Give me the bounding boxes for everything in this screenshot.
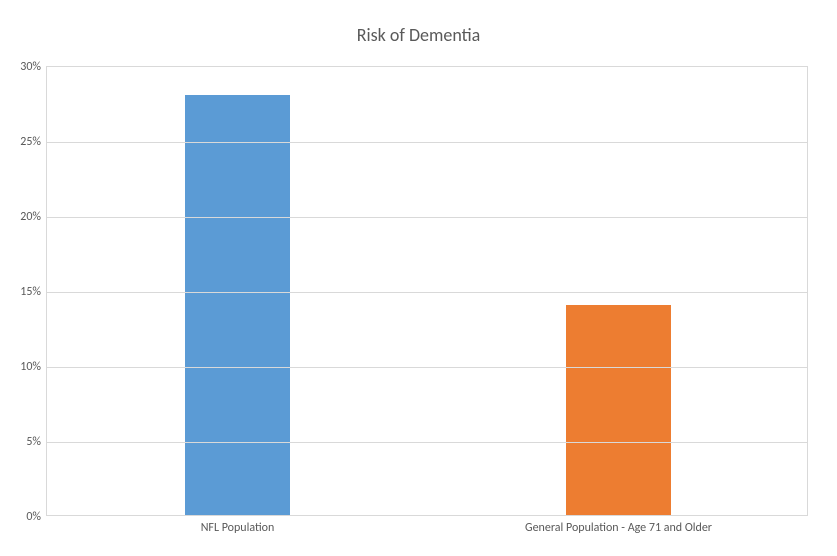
y-axis-tick-label: 25% [20, 135, 47, 149]
y-axis-tick-label: 15% [20, 285, 47, 299]
bars-container [47, 67, 807, 515]
y-axis-tick-label: 0% [26, 510, 47, 524]
plot-area: 0%5%10%15%20%25%30%NFL PopulationGeneral… [46, 66, 808, 516]
chart-title: Risk of Dementia [0, 24, 837, 46]
y-axis-tick-label: 10% [20, 360, 47, 374]
y-axis-tick-label: 30% [20, 60, 47, 74]
y-axis-tick-label: 20% [20, 210, 47, 224]
gridline [47, 217, 807, 218]
gridline [47, 142, 807, 143]
x-axis-tick-label: NFL Population [201, 515, 275, 535]
bar-chart: Risk of Dementia 0%5%10%15%20%25%30%NFL … [0, 0, 837, 556]
gridline [47, 442, 807, 443]
x-axis-tick-label: General Population - Age 71 and Older [525, 515, 712, 535]
y-axis-tick-label: 5% [26, 435, 47, 449]
bar [185, 95, 290, 515]
gridline [47, 367, 807, 368]
gridline [47, 292, 807, 293]
bar [566, 305, 671, 515]
